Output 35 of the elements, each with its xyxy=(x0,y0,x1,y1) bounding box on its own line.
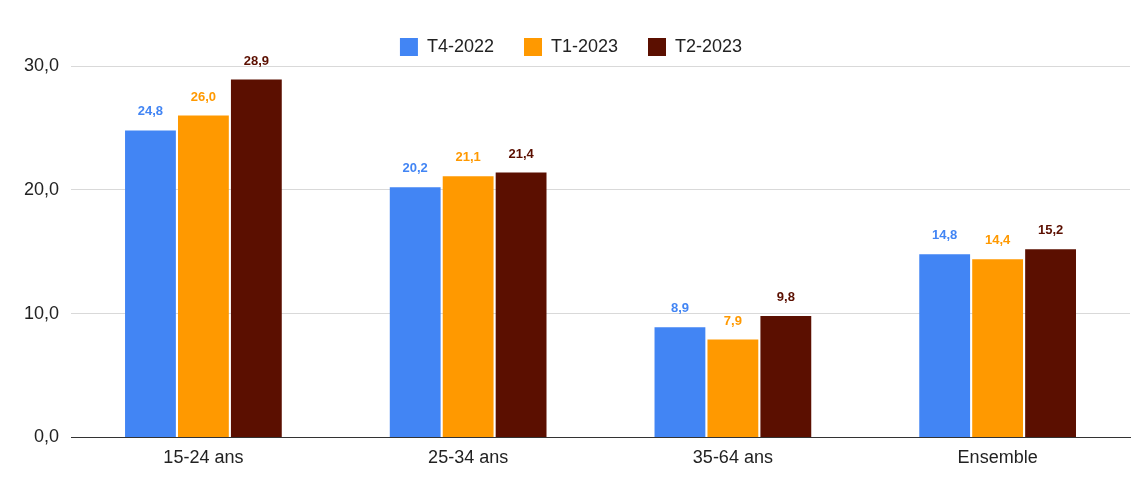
data-label: 24,8 xyxy=(137,103,164,119)
y-tick-label: 0,0 xyxy=(34,426,60,447)
bar xyxy=(125,130,176,437)
y-tick-label: 20,0 xyxy=(23,178,60,199)
legend-label: T1-2023 xyxy=(550,35,619,56)
data-label: 8,9 xyxy=(670,300,689,316)
data-label: 21,1 xyxy=(455,149,481,165)
bar xyxy=(442,176,494,437)
x-tick-label: 35-64 ans xyxy=(692,447,773,468)
bar xyxy=(654,327,706,437)
data-label: 14,4 xyxy=(984,232,1012,248)
data-label: 7,9 xyxy=(723,312,742,328)
data-label: 20,2 xyxy=(402,160,428,176)
data-label: 14,8 xyxy=(932,227,958,243)
bar xyxy=(495,172,547,437)
x-tick-label: 25-34 ans xyxy=(428,447,509,468)
bar xyxy=(972,259,1024,437)
bar xyxy=(707,339,759,437)
bar xyxy=(230,79,282,437)
legend-label: T2-2023 xyxy=(675,35,743,56)
y-tick-label: 10,0 xyxy=(23,302,60,323)
data-label: 26,0 xyxy=(190,88,217,104)
legend-label: T4-2022 xyxy=(426,35,494,56)
bar xyxy=(389,187,441,437)
data-label: 9,8 xyxy=(776,289,795,305)
y-tick-label: 30,0 xyxy=(23,54,60,75)
data-label: 15,2 xyxy=(1037,222,1064,238)
x-tick-label: 15-24 ans xyxy=(163,447,244,468)
data-label: 28,9 xyxy=(243,52,270,68)
data-label: 21,4 xyxy=(508,145,535,161)
bar xyxy=(177,115,229,437)
bar xyxy=(760,316,812,437)
bar xyxy=(1025,249,1076,437)
bar xyxy=(919,254,971,437)
x-tick-label: Ensemble xyxy=(957,447,1038,468)
